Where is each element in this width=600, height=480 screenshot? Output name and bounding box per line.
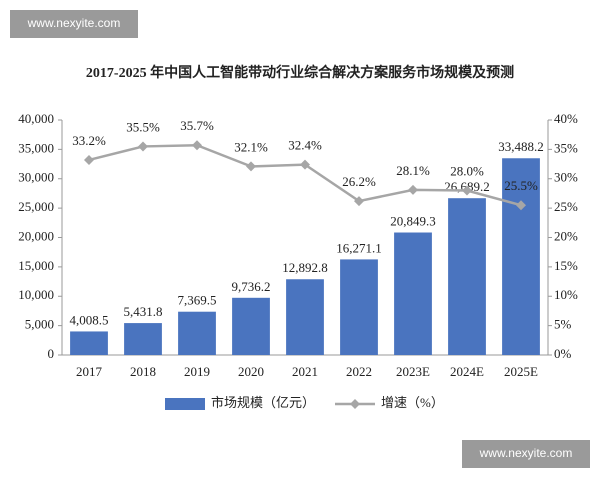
bar <box>286 279 324 355</box>
y2-tick-label: 15% <box>554 258 578 273</box>
y-tick-label: 30,000 <box>18 170 54 185</box>
line-value-label: 26.2% <box>342 174 376 189</box>
line-value-label: 28.0% <box>450 163 484 178</box>
y2-tick-label: 40% <box>554 111 578 126</box>
bar <box>70 331 108 355</box>
line-marker <box>354 196 364 207</box>
x-tick-label: 2021 <box>292 364 318 379</box>
y-tick-label: 15,000 <box>18 258 54 273</box>
x-tick-label: 2023E <box>396 364 430 379</box>
line-marker <box>408 184 418 195</box>
x-tick-label: 2017 <box>76 364 103 379</box>
chart-title: 2017-2025 年中国人工智能带动行业综合解决方案服务市场规模及预测 <box>86 64 514 81</box>
line-marker <box>192 140 202 151</box>
legend-swatch <box>165 398 205 410</box>
line-value-label: 33.2% <box>72 133 106 148</box>
watermark: www.nexyite.com <box>27 16 121 30</box>
y-tick-label: 10,000 <box>18 287 54 302</box>
y2-tick-label: 35% <box>554 140 578 155</box>
legend-label: 市场规模（亿元） <box>211 395 315 410</box>
x-tick-label: 2025E <box>504 364 538 379</box>
y-tick-label: 25,000 <box>18 199 54 214</box>
bar <box>178 311 216 355</box>
bar-value-label: 4,008.5 <box>70 312 109 327</box>
line-value-label: 25.5% <box>504 178 538 193</box>
bar <box>394 232 432 355</box>
x-tick-label: 2024E <box>450 364 484 379</box>
bar <box>340 259 378 355</box>
bar-value-label: 16,271.1 <box>336 240 382 255</box>
bar-value-label: 12,892.8 <box>282 260 328 275</box>
x-tick-label: 2018 <box>130 364 156 379</box>
line-value-label: 28.1% <box>396 163 430 178</box>
bar <box>232 297 270 355</box>
y-tick-label: 35,000 <box>18 140 54 155</box>
bar-value-label: 5,431.8 <box>124 304 163 319</box>
y2-tick-label: 10% <box>554 287 578 302</box>
bar-value-label: 9,736.2 <box>232 279 271 294</box>
watermark: www.nexyite.com <box>479 446 573 460</box>
line-marker <box>84 154 94 165</box>
watermark-box <box>10 10 138 38</box>
y2-tick-label: 30% <box>554 170 578 185</box>
line-marker <box>138 141 148 152</box>
bar-value-label: 20,849.3 <box>390 213 436 228</box>
y2-tick-label: 0% <box>554 346 572 361</box>
legend-label: 增速（%） <box>381 395 444 410</box>
line-marker <box>246 161 256 172</box>
line-value-label: 32.4% <box>288 138 322 153</box>
line-value-label: 35.5% <box>126 119 160 134</box>
y-tick-label: 5,000 <box>25 317 54 332</box>
y-tick-label: 0 <box>48 346 55 361</box>
y-tick-label: 20,000 <box>18 228 54 243</box>
bar-value-label: 33,488.2 <box>498 139 544 154</box>
y-tick-label: 40,000 <box>18 111 54 126</box>
x-tick-label: 2022 <box>346 364 372 379</box>
line-value-label: 32.1% <box>234 139 268 154</box>
x-tick-label: 2019 <box>184 364 210 379</box>
legend-marker <box>350 399 360 409</box>
bar <box>124 323 162 355</box>
line-marker <box>300 159 310 170</box>
line-value-label: 35.7% <box>180 118 214 133</box>
watermark-box <box>462 440 590 468</box>
line-marker <box>516 200 526 211</box>
bar <box>448 198 486 355</box>
bar <box>502 158 540 355</box>
y2-tick-label: 5% <box>554 317 572 332</box>
y2-tick-label: 25% <box>554 199 578 214</box>
x-tick-label: 2020 <box>238 364 264 379</box>
bar-value-label: 7,369.5 <box>178 293 217 308</box>
y2-tick-label: 20% <box>554 228 578 243</box>
line-marker <box>462 185 472 196</box>
